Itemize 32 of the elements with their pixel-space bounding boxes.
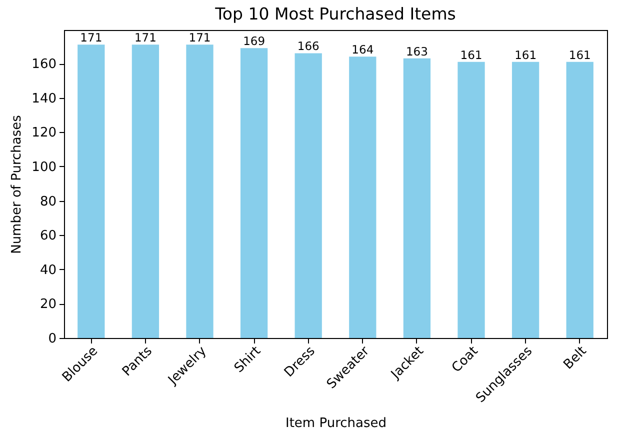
y-tick-label: 20 [40,297,56,312]
bar [132,44,160,338]
data-label: 161 [514,48,537,62]
bar [566,62,594,338]
y-axis-title: Number of Purchases [10,114,25,254]
bar [294,53,322,338]
bar [403,58,431,338]
data-label: 169 [243,34,266,48]
data-label: 163 [406,44,428,58]
data-label: 171 [188,30,211,45]
bar [458,62,485,338]
y-tick-label: 100 [32,160,56,175]
data-label: 161 [460,48,482,62]
x-axis-title: Item Purchased [285,416,387,432]
data-label: 171 [80,30,102,45]
y-tick-label: 120 [32,126,56,141]
data-label: 164 [352,42,374,57]
bar [349,56,376,338]
y-tick-label: 60 [40,228,56,244]
chart-title: Top 10 Most Purchased Items [214,4,456,24]
y-tick-label: 0 [48,332,56,346]
bar [186,44,214,338]
data-label: 161 [568,48,591,62]
bar [240,48,268,338]
y-tick-label: 140 [32,91,56,106]
y-tick-label: 40 [40,262,56,278]
bar [512,62,540,338]
bar [78,44,105,338]
y-tick-label: 160 [32,57,56,72]
data-label: 171 [134,30,156,45]
y-tick-label: 80 [40,194,56,210]
data-label: 166 [297,39,320,54]
